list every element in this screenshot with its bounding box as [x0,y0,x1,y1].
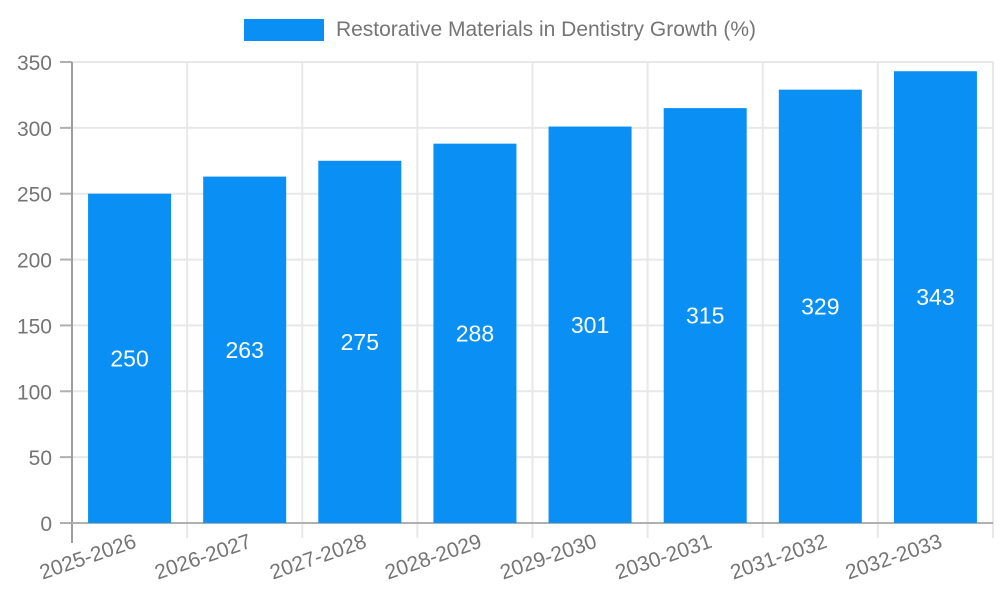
bar-2026-2027[interactable] [203,176,287,523]
x-tick-label: 2030-2031 [612,530,714,584]
y-tick-label: 200 [17,250,52,273]
legend-swatch[interactable] [243,19,324,41]
x-tick-label: 2025-2026 [37,530,139,584]
y-tick-label: 350 [17,52,52,75]
x-tick-label: 2029-2030 [497,530,599,584]
x-tick-label: 2026-2027 [152,530,254,584]
x-tick-label: 2032-2033 [843,530,945,584]
bar-value-label: 288 [456,320,494,346]
bar-value-label: 275 [341,329,379,355]
legend-label: Restorative Materials in Dentistry Growt… [335,18,757,41]
x-tick-label: 2028-2029 [382,530,484,584]
y-tick-label: 150 [17,315,52,338]
bar-value-label: 329 [801,293,839,319]
bar-2029-2030[interactable] [548,126,632,523]
bar-2027-2028[interactable] [318,160,402,524]
x-tick-label: 2027-2028 [267,530,369,584]
y-tick-label: 300 [17,118,52,141]
x-tick-label: 2031-2032 [727,530,829,584]
bar-2030-2031[interactable] [663,108,747,523]
y-tick-label: 250 [17,184,52,207]
bar-value-label: 301 [571,312,609,338]
bar-value-label: 343 [916,284,954,310]
y-tick-label: 50 [29,447,52,470]
bar-value-label: 263 [226,337,264,363]
bar-2031-2032[interactable] [778,89,862,523]
bar-2032-2033[interactable] [893,71,977,523]
y-tick-label: 100 [17,381,52,404]
y-tick-label: 0 [40,513,52,536]
bar-2028-2029[interactable] [433,143,517,524]
bar-value-label: 315 [686,303,724,329]
chart-legend[interactable]: Restorative Materials in Dentistry Growt… [0,18,1000,42]
bar-value-label: 250 [110,345,148,371]
bar-2025-2026[interactable] [88,193,172,523]
